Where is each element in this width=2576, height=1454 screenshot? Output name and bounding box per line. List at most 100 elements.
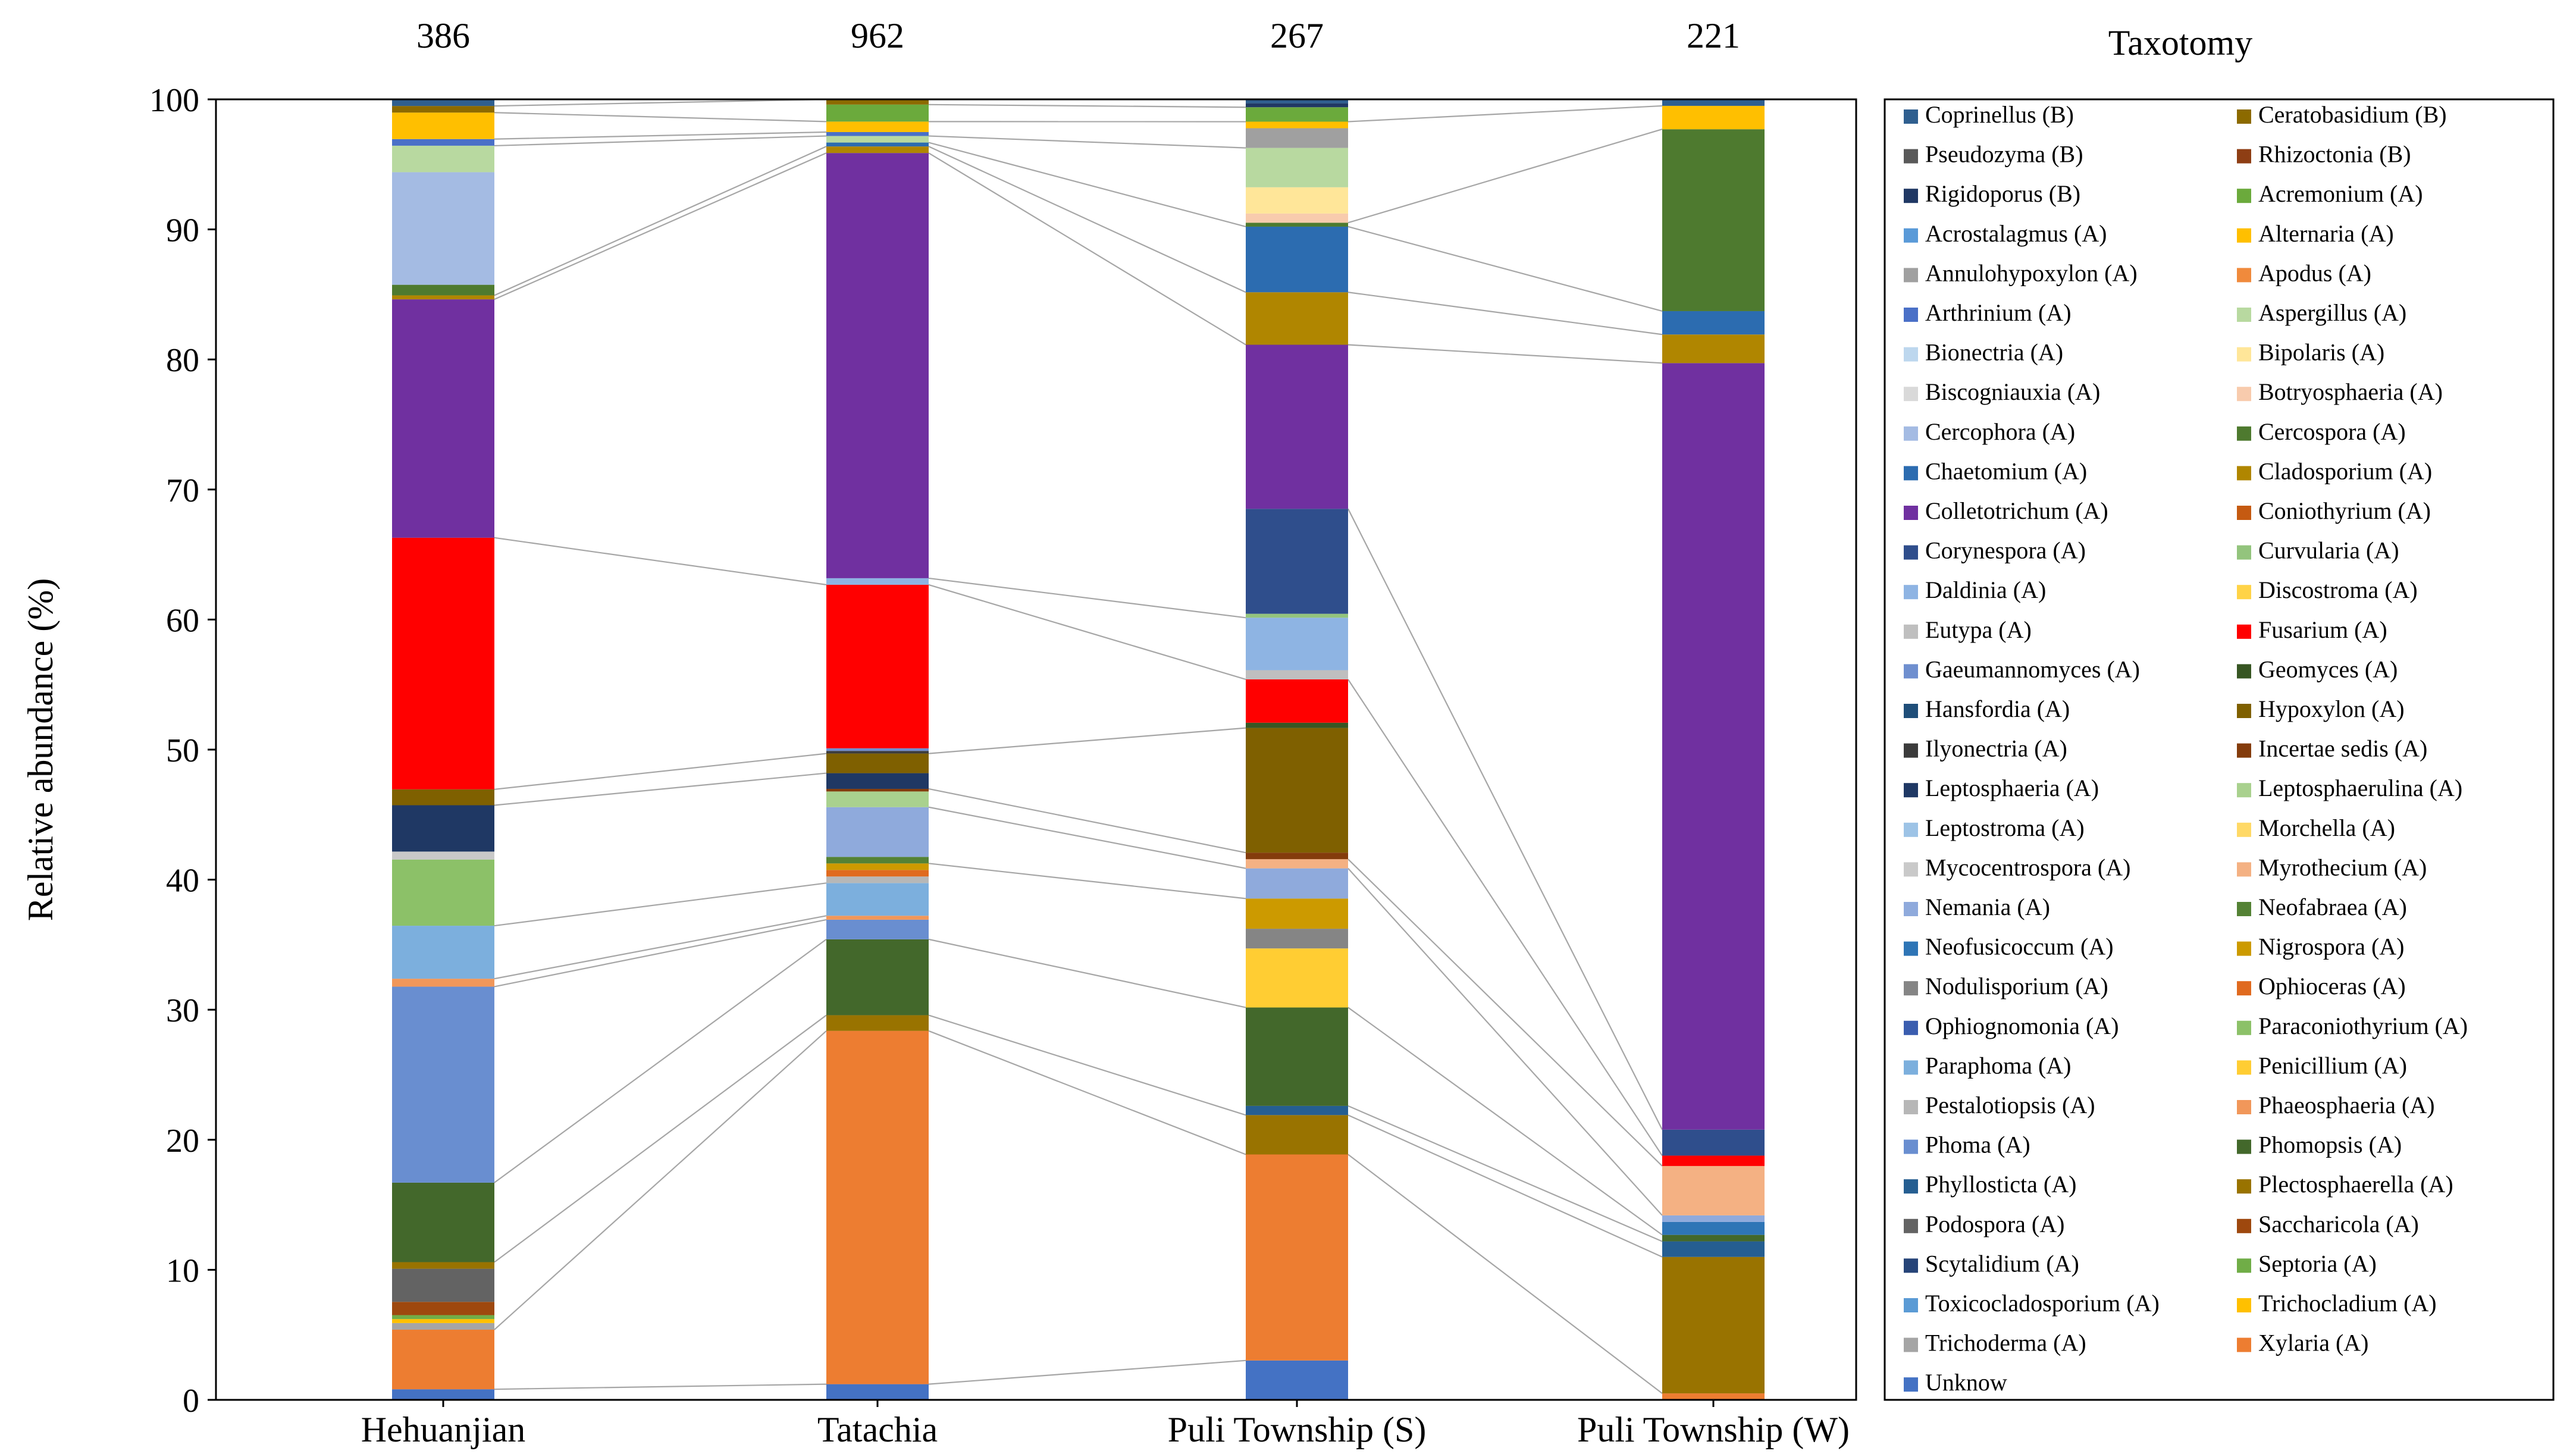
legend-item-leptostroma-a: Leptostroma (A): [1904, 814, 2085, 841]
legend-swatch: [2237, 1139, 2251, 1154]
legend-swatch: [1904, 1298, 1918, 1312]
bar-segment-neofusicoccum-a: [1662, 1221, 1765, 1235]
connector-xylaria-a-2: [1347, 1154, 1663, 1394]
bar-segment-septoria-a: [392, 1315, 494, 1320]
bar-segment-fusarium-a: [1662, 1155, 1765, 1166]
legend-label: Morchella (A): [2258, 814, 2395, 841]
bar-segment-chaetomium-a: [826, 142, 929, 147]
bar-segment-bipolaris-a: [1246, 187, 1348, 214]
legend-item-rhizoctonia-b: Rhizoctonia (B): [2237, 141, 2411, 168]
legend-label: Ilyonectria (A): [1925, 735, 2067, 762]
bar-segment-leptosphaerulina-a: [826, 791, 929, 807]
legend-item-septoria-a: Septoria (A): [2237, 1250, 2377, 1277]
legend-item-discostroma-a: Discostroma (A): [2237, 576, 2418, 603]
bar-segment-coprinellus-b: [1246, 99, 1348, 104]
legend-swatch: [2237, 822, 2251, 837]
legend-swatch: [2237, 189, 2251, 203]
legend-swatch: [1904, 506, 1918, 520]
legend-label: Discostroma (A): [2258, 576, 2418, 603]
legend-label: Myrothecium (A): [2258, 854, 2427, 880]
bar-segment-paraphoma-a: [826, 883, 929, 916]
legend-swatch: [2237, 109, 2251, 124]
legend-label: Bionectria (A): [1925, 339, 2063, 366]
legend-item-scytalidium-a: Scytalidium (A): [1904, 1250, 2079, 1277]
x-tick-label-puli-township-s: Puli Township (S): [1168, 1410, 1427, 1449]
legend-label: Rhizoctonia (B): [2258, 141, 2411, 168]
legend-label: Plectosphaerella (A): [2258, 1171, 2453, 1198]
legend-label: Neofusicoccum (A): [1925, 933, 2114, 960]
legend-label: Scytalidium (A): [1925, 1250, 2079, 1277]
connector-fusarium-a-1: [928, 584, 1246, 681]
legend-label: Colletotrichum (A): [1925, 497, 2108, 524]
legend-label: Saccharicola (A): [2258, 1211, 2419, 1237]
legend-label: Ophiognomonia (A): [1925, 1013, 2119, 1039]
legend-label: Biscogniauxia (A): [1925, 378, 2100, 405]
legend-item-xylaria-a: Xylaria (A): [2237, 1330, 2368, 1356]
legend-item-acremonium-a: Acremonium (A): [2237, 180, 2423, 207]
legend-swatch: [1904, 387, 1918, 402]
legend-label: Cladosporium (A): [2258, 457, 2432, 484]
legend-label: Mycocentrospora (A): [1925, 854, 2130, 880]
connector-phoma-a-0: [494, 919, 827, 988]
legend-title: Taxotomy: [2108, 23, 2252, 62]
legend-item-podospora-a: Podospora (A): [1904, 1211, 2064, 1237]
legend-label: Leptosphaerulina (A): [2258, 775, 2462, 801]
bar-segment-arthrinium-a: [392, 139, 494, 146]
legend-item-leptosphaerulina-a: Leptosphaerulina (A): [2237, 775, 2462, 801]
legend-swatch: [2237, 624, 2251, 639]
bar-segment-coprinellus-b: [1662, 99, 1765, 106]
legend-item-leptosphaeria-a: Leptosphaeria (A): [1904, 775, 2099, 801]
legend-label: Leptostroma (A): [1925, 814, 2085, 841]
legend-label: Ophioceras (A): [2258, 973, 2406, 999]
legend-swatch: [2237, 1179, 2251, 1194]
bar-segment-aspergillus-a: [392, 145, 494, 173]
legend-swatch: [1904, 1377, 1918, 1392]
legend-swatch: [2237, 228, 2251, 243]
bar-segment-mycocentrospora-a: [392, 851, 494, 860]
bar-segment-nemania-a: [826, 807, 929, 857]
legend-label: Trichoderma (A): [1925, 1330, 2086, 1356]
legend-item-ceratobasidium-b: Ceratobasidium (B): [2237, 101, 2447, 128]
bar-segment-nemania-a: [1246, 868, 1348, 899]
legend-item-cercophora-a: Cercophora (A): [1904, 418, 2075, 445]
legend-item-ophioceras-a: Ophioceras (A): [2237, 973, 2406, 999]
bar-segment-corynespora-a: [1246, 509, 1348, 614]
legend-swatch: [1904, 545, 1918, 560]
connector-colletotrichum-a-0: [494, 152, 827, 300]
connector-plectosphaerella-a-2: [1347, 1114, 1663, 1258]
legend-swatch: [2237, 268, 2251, 283]
bar-segment-xylaria-a: [392, 1330, 494, 1390]
bar-segment-aspergillus-a: [826, 136, 929, 143]
legend-label: Bipolaris (A): [2258, 339, 2384, 366]
legend-item-paraconiothyrium-a: Paraconiothyrium (A): [2237, 1013, 2468, 1039]
bar-segment-pestalotiopsis-a: [826, 876, 929, 883]
bar-segment-alternaria-a: [1246, 121, 1348, 129]
bar-segment-daldinia-a: [1246, 618, 1348, 670]
bar-segment-cercospora-a: [1246, 223, 1348, 227]
legend-swatch: [2237, 545, 2251, 560]
bar-segment-gaeumannomyces-a: [826, 748, 929, 751]
legend-swatch: [1904, 862, 1918, 877]
connector-lines: [494, 98, 1663, 1394]
legend-label: Unknow: [1925, 1369, 2007, 1396]
legend-label: Phaeosphaeria (A): [2258, 1092, 2435, 1118]
y-tick-label-0: 0: [183, 1383, 199, 1419]
legend-swatch: [1904, 941, 1918, 956]
legend-item-saccharicola-a: Saccharicola (A): [2237, 1211, 2419, 1237]
connector-leptosphaeria-a-0: [494, 772, 827, 806]
connector-unknow-0: [494, 1383, 827, 1390]
bar-segment-cladosporium-a: [826, 146, 929, 153]
legend-label: Fusarium (A): [2258, 616, 2387, 643]
x-axis: Hehuanjian Tatachia Puli Township (S) Puli …: [361, 1400, 1850, 1449]
bar-tatachia: [826, 99, 929, 1400]
bar-segment-ilyonectria-a: [826, 751, 929, 754]
y-tick-label-30: 30: [166, 992, 199, 1029]
legend-label: Pseudozyma (B): [1925, 141, 2083, 168]
bar-segment-nemania-a: [1662, 1215, 1765, 1222]
legend-label: Cercospora (A): [2258, 418, 2406, 445]
bar-segment-cladosporium-a: [1662, 334, 1765, 364]
legend-swatch: [1904, 1020, 1918, 1035]
legend-swatch: [1904, 822, 1918, 837]
x-tick-label-puli-township-w: Puli Township (W): [1577, 1410, 1850, 1449]
